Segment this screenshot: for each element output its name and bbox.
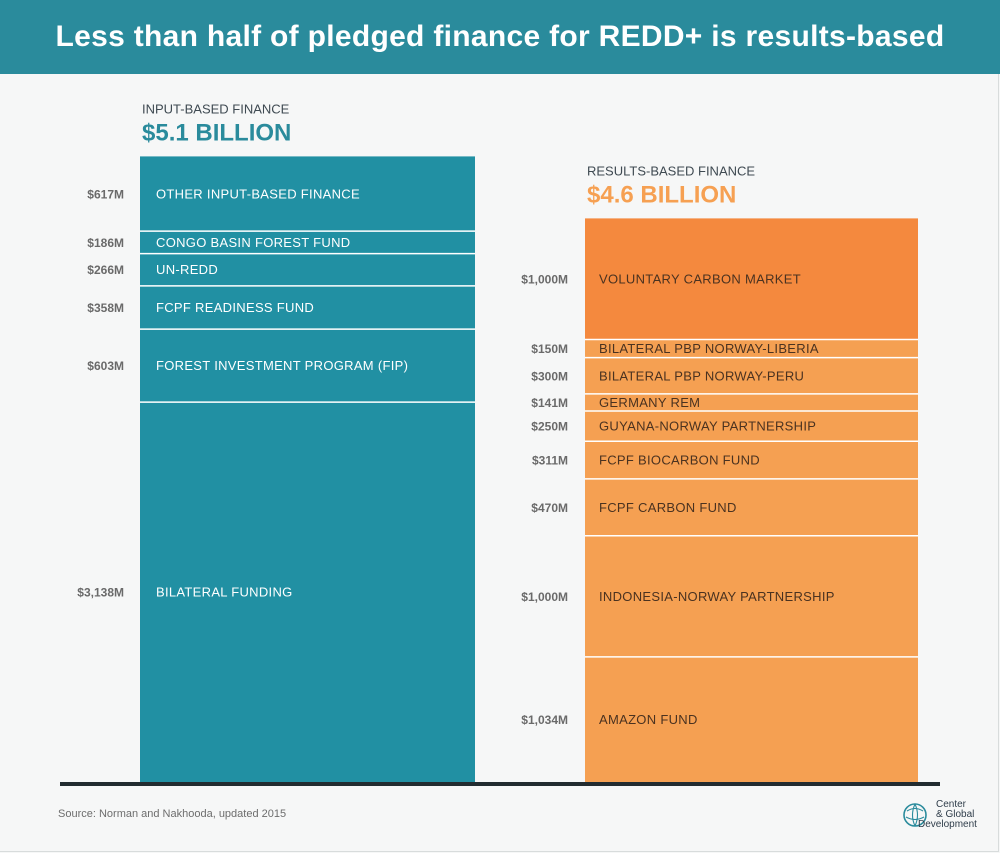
segment-label: BILATERAL PBP NORWAY-PERU	[599, 368, 804, 383]
segment-value: $1,034M	[521, 713, 568, 727]
chart-title: Less than half of pledged finance for RE…	[55, 20, 945, 53]
segment-label: GERMANY REM	[599, 395, 700, 410]
segment-label: INDONESIA-NORWAY PARTNERSHIP	[599, 589, 835, 604]
segment-label: UN-REDD	[156, 262, 218, 277]
segment-value: $603M	[87, 359, 124, 373]
segment-label: FOREST INVESTMENT PROGRAM (FIP)	[156, 358, 408, 373]
bar-segment	[140, 329, 475, 403]
logo-line-3: Development	[918, 819, 977, 830]
segment-value: $470M	[531, 501, 568, 515]
segment-label: CONGO BASIN FOREST FUND	[156, 235, 350, 250]
baseline	[60, 782, 940, 786]
segment-value: $141M	[531, 396, 568, 410]
segment-label: BILATERAL FUNDING	[156, 585, 293, 600]
segment-value: $617M	[87, 187, 124, 201]
segment-value: $1,000M	[521, 590, 568, 604]
segment-value: $3,138M	[77, 586, 124, 600]
segment-label: AMAZON FUND	[599, 712, 698, 727]
segment-label: FCPF CARBON FUND	[599, 500, 737, 515]
bar-segment	[585, 656, 918, 782]
bar-segment	[585, 357, 918, 394]
series-total-1: $4.6 BILLION	[587, 181, 736, 208]
segment-value: $250M	[531, 420, 568, 434]
bar-segment	[140, 402, 475, 782]
logo-line-1: Center	[936, 799, 967, 810]
logo-text: Center & Global Development	[918, 800, 977, 830]
bar-segment	[140, 231, 475, 254]
segment-label: GUYANA-NORWAY PARTNERSHIP	[599, 419, 816, 434]
bar-segment	[140, 285, 475, 330]
bar-segment	[585, 535, 918, 657]
title-banner: Less than half of pledged finance for RE…	[0, 0, 1000, 74]
bar-segment	[585, 218, 918, 340]
segment-label: OTHER INPUT-BASED FINANCE	[156, 186, 360, 201]
segment-value: $150M	[531, 342, 568, 356]
bar-segment	[585, 339, 918, 358]
bar-segment	[140, 156, 475, 232]
segment-value: $1,000M	[521, 272, 568, 286]
series-name-0: INPUT-BASED FINANCE	[142, 101, 290, 116]
segment-value: $186M	[87, 236, 124, 250]
segment-label: VOLUNTARY CARBON MARKET	[599, 271, 801, 286]
segment-value: $266M	[87, 263, 124, 277]
segment-value: $300M	[531, 369, 568, 383]
globe-icon	[903, 803, 927, 827]
segment-value: $358M	[87, 301, 124, 315]
logo-line-2: & Global	[936, 809, 975, 820]
bar-segment	[585, 410, 918, 442]
bar-segment	[585, 441, 918, 479]
segment-value: $311M	[532, 454, 568, 468]
segment-label: FCPF READINESS FUND	[156, 300, 314, 315]
source-note: Source: Norman and Nakhooda, updated 201…	[58, 808, 287, 820]
segment-label: FCPF BIOCARBON FUND	[599, 453, 760, 468]
segment-label: BILATERAL PBP NORWAY-LIBERIA	[599, 341, 819, 356]
bar-segment	[585, 478, 918, 536]
bar-segment	[585, 393, 918, 411]
series-total-0: $5.1 BILLION	[142, 119, 291, 146]
series-name-1: RESULTS-BASED FINANCE	[587, 163, 755, 178]
cgd-logo: Center & Global Development	[902, 800, 997, 840]
bar-segment	[140, 253, 475, 286]
